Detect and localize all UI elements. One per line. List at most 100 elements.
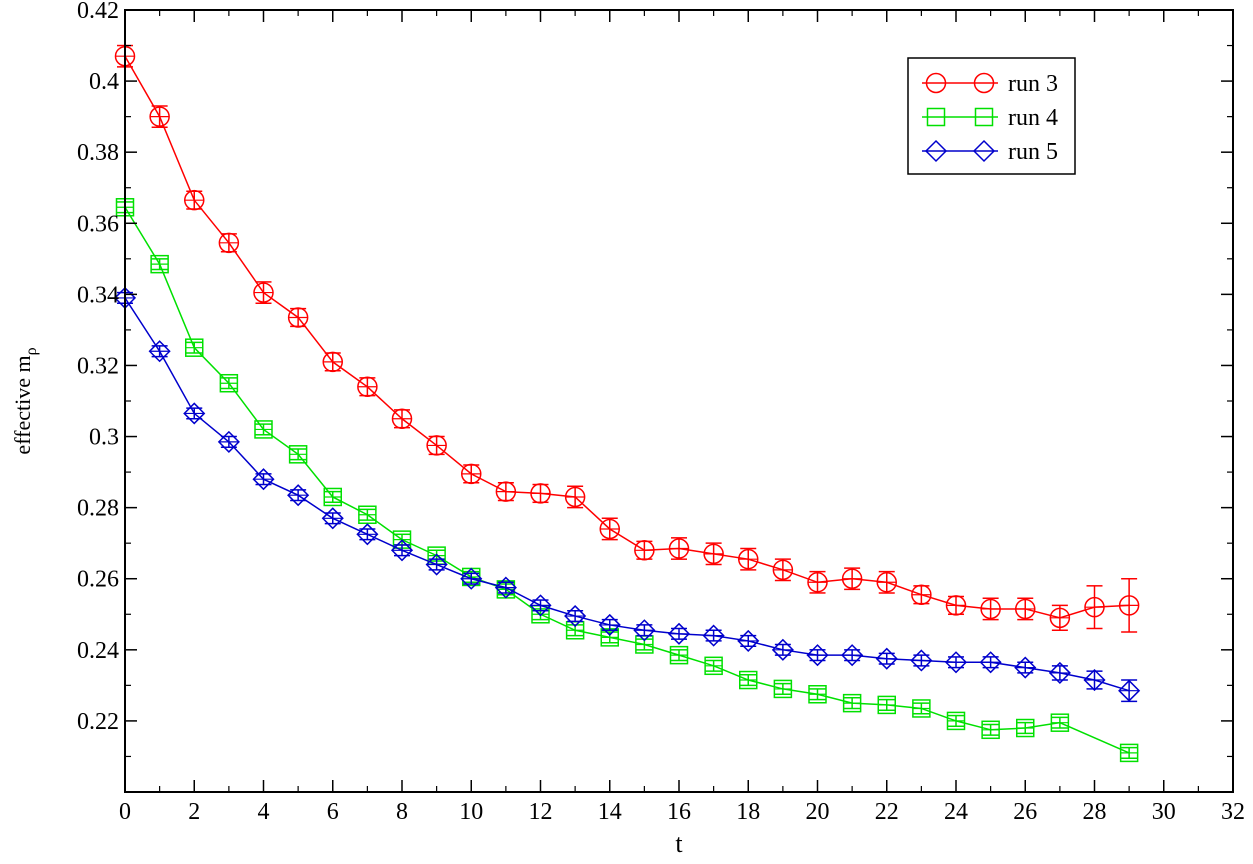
data-point [1049,607,1071,629]
x-tick-label: 18 [736,799,760,825]
data-point [252,468,275,491]
data-point [599,518,620,540]
legend-marker [924,139,948,163]
data-point [911,584,932,605]
data-point [148,340,171,363]
x-tick-label: 20 [806,799,830,825]
data-point [979,651,1002,674]
data-point [254,420,273,439]
data-point [634,540,655,561]
data-point [530,483,551,504]
y-tick-label: 0.42 [77,0,119,24]
data-point [390,539,414,562]
data-point [323,487,342,507]
x-tick-label: 22 [875,799,899,825]
data-point [564,604,587,628]
data-point [219,373,239,393]
data-point [217,430,240,453]
data-point [944,651,968,674]
y-axis-label: effective mρ [10,347,40,454]
data-point [1014,656,1037,679]
data-point [149,106,170,127]
data-point [737,629,760,652]
x-tick-label: 2 [188,799,200,825]
data-point [494,576,517,599]
x-tick-label: 14 [598,799,622,825]
data-point [877,695,896,715]
legend-marker [926,107,946,127]
data-point [875,647,898,670]
data-point [1118,679,1141,702]
y-tick-label: 0.34 [77,282,119,308]
data-point [806,644,829,667]
data-point [668,538,690,559]
x-tick-label: 32 [1221,799,1245,825]
y-tick-label: 0.24 [77,638,119,664]
data-point [425,553,448,576]
data-point [703,543,724,565]
series-line [124,206,1130,754]
data-point [287,307,309,328]
data-point [287,484,310,507]
data-point [946,711,966,731]
series-run-5 [113,286,1141,703]
series-layer [113,44,1141,763]
data-point [461,463,482,485]
data-point [1083,668,1106,692]
data-point [842,693,862,713]
data-point [910,649,933,672]
data-point [321,507,344,530]
data-point [807,572,828,593]
legend-marker [925,72,947,94]
data-point [529,594,552,617]
data-point [1119,743,1139,763]
x-tick-label: 10 [459,799,483,825]
data-point [253,282,274,303]
legend-marker [972,139,996,163]
legend: run 3 run 4 run 5 [907,57,1076,175]
data-point [669,645,689,665]
data-point [980,598,1001,620]
data-point [1084,596,1105,618]
legend-marker [973,72,995,94]
data-point [185,338,204,357]
y-tick-label: 0.38 [77,140,119,166]
data-point [808,685,827,704]
y-tick-label: 0.28 [77,496,119,522]
data-point [876,572,897,593]
x-tick-label: 12 [529,799,553,825]
legend-label: run 5 [1008,139,1058,165]
data-point [150,254,169,274]
data-point [460,567,483,590]
data-point [357,376,378,398]
x-tick-label: 26 [1013,799,1037,825]
data-point [841,644,864,667]
x-tick-label: 0 [119,799,131,825]
y-axis-label-main: effective m [10,355,35,454]
y-tick-label: 0.22 [77,709,119,735]
x-tick-label: 4 [258,799,270,825]
data-point [322,351,343,373]
x-tick-label: 16 [667,799,691,825]
series-run-4 [115,198,1139,763]
ticks-layer: 0 2 4 6 8 10 12 14 16 18 20 22 24 26 28 30 320.220.240.2… [77,0,1245,825]
data-point [981,720,1000,740]
data-point [1050,713,1070,732]
data-point [183,402,206,425]
data-point [356,523,379,546]
x-axis-label: t [675,829,683,858]
y-tick-label: 0.36 [77,211,119,237]
data-point [495,481,517,502]
data-point [1015,598,1036,620]
data-point [218,232,240,254]
data-point [288,445,308,464]
data-point [1118,595,1140,616]
data-point [702,624,725,647]
data-point [771,638,794,661]
data-point [704,656,723,676]
legend-item: run 5 [922,139,1058,165]
legend-items: run 3 run 4 run 5 [922,71,1058,165]
data-point [912,699,931,718]
data-point [391,408,413,430]
